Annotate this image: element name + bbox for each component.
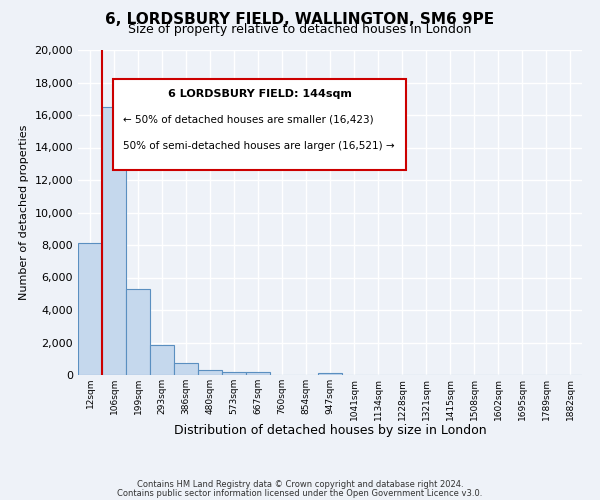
X-axis label: Distribution of detached houses by size in London: Distribution of detached houses by size … bbox=[173, 424, 487, 437]
Bar bbox=[174, 363, 198, 375]
Bar bbox=[222, 372, 246, 375]
Bar bbox=[126, 289, 150, 375]
Bar bbox=[102, 107, 126, 375]
Text: 6 LORDSBURY FIELD: 144sqm: 6 LORDSBURY FIELD: 144sqm bbox=[167, 89, 352, 99]
Text: 50% of semi-detached houses are larger (16,521) →: 50% of semi-detached houses are larger (… bbox=[124, 141, 395, 151]
Bar bbox=[318, 372, 342, 375]
Y-axis label: Number of detached properties: Number of detached properties bbox=[19, 125, 29, 300]
Bar bbox=[78, 244, 102, 375]
Bar bbox=[150, 345, 174, 375]
Text: 6, LORDSBURY FIELD, WALLINGTON, SM6 9PE: 6, LORDSBURY FIELD, WALLINGTON, SM6 9PE bbox=[106, 12, 494, 28]
Bar bbox=[246, 372, 270, 375]
Text: Size of property relative to detached houses in London: Size of property relative to detached ho… bbox=[128, 22, 472, 36]
Bar bbox=[198, 370, 222, 375]
Text: Contains HM Land Registry data © Crown copyright and database right 2024.: Contains HM Land Registry data © Crown c… bbox=[137, 480, 463, 489]
Text: ← 50% of detached houses are smaller (16,423): ← 50% of detached houses are smaller (16… bbox=[124, 115, 374, 125]
FancyBboxPatch shape bbox=[113, 79, 406, 170]
Text: Contains public sector information licensed under the Open Government Licence v3: Contains public sector information licen… bbox=[118, 488, 482, 498]
